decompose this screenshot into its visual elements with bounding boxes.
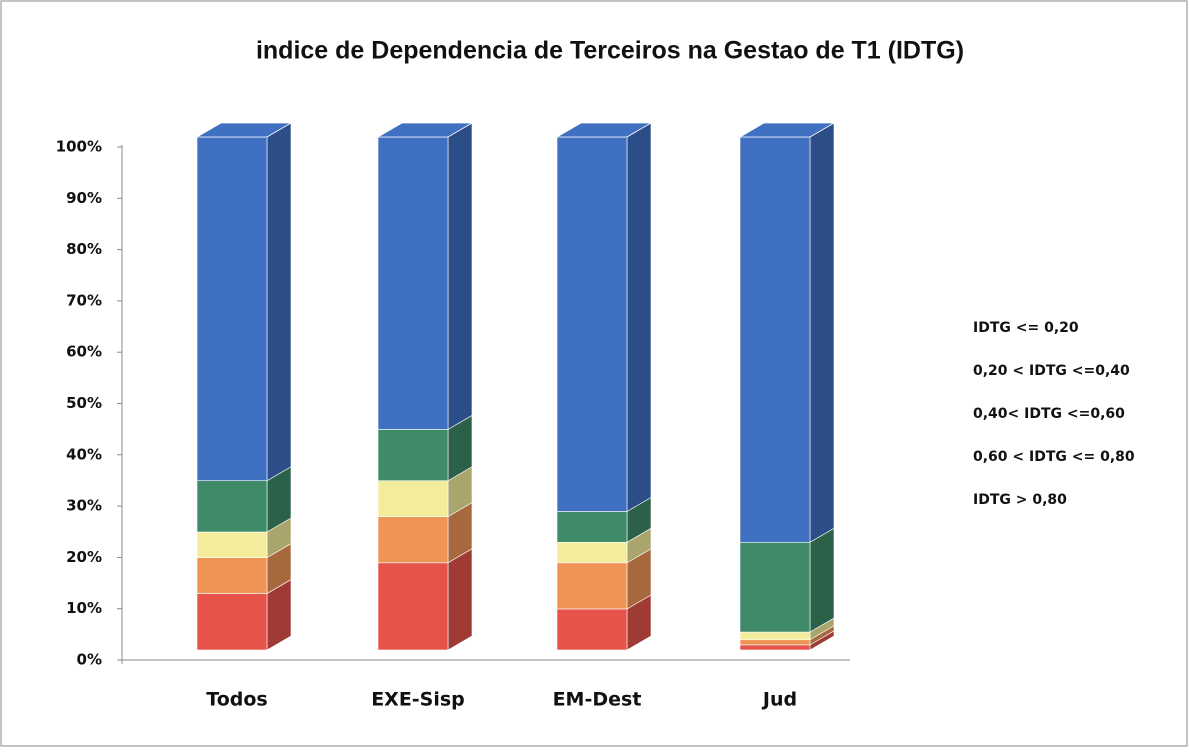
y-tick-label: 60% — [66, 343, 102, 361]
bar-segment — [196, 557, 268, 594]
legend-label: 0,20 < IDTG <=0,40 — [973, 363, 1130, 379]
bar-side — [809, 527, 835, 633]
bar-segment — [739, 639, 811, 646]
bar-segment — [196, 480, 268, 533]
bar-segment — [739, 644, 811, 651]
bar-segment — [556, 562, 628, 610]
bar-segment — [556, 541, 628, 564]
bar-top — [195, 122, 293, 138]
bar-segment — [556, 608, 628, 651]
y-tick-label: 100% — [56, 138, 102, 156]
bar-segment — [739, 136, 811, 543]
x-tick-label: EXE-Sisp — [371, 689, 465, 711]
y-tick-label: 20% — [66, 548, 102, 566]
bar-segment — [377, 516, 449, 564]
bar-segment — [556, 511, 628, 543]
bar-side — [447, 548, 473, 651]
bar-segment — [739, 541, 811, 633]
x-tick-label: EM-Dest — [553, 689, 642, 711]
bar-top — [555, 122, 653, 138]
bar-segment — [739, 631, 811, 641]
bar-top — [738, 122, 836, 138]
bar-side — [266, 122, 292, 482]
legend-label: IDTG <= 0,20 — [973, 320, 1079, 336]
chart-title: indice de Dependencia de Terceiros na Ge… — [256, 37, 964, 65]
y-tick-label: 40% — [66, 445, 102, 463]
bar-segment — [377, 136, 449, 430]
bar-segment — [196, 136, 268, 482]
legend-label: 0,60 < IDTG <= 0,80 — [973, 449, 1135, 465]
bar-side — [447, 122, 473, 430]
bar-side — [809, 122, 835, 543]
legend-label: IDTG > 0,80 — [973, 492, 1067, 508]
y-tick-label: 30% — [66, 497, 102, 515]
bar-segment — [196, 531, 268, 558]
bar-segment — [556, 136, 628, 512]
y-tick-label: 80% — [66, 240, 102, 258]
bar-segment — [377, 480, 449, 517]
y-tick-label: 90% — [66, 189, 102, 207]
y-tick-label: 70% — [66, 291, 102, 309]
bar-segment — [196, 593, 268, 651]
x-tick-label: Todos — [206, 689, 267, 711]
y-tick-label: 0% — [77, 651, 102, 669]
bar-side — [626, 122, 652, 513]
bar-segment — [377, 562, 449, 651]
y-tick-label: 10% — [66, 599, 102, 617]
x-tick-label: Jud — [761, 689, 797, 711]
y-tick-label: 50% — [66, 394, 102, 412]
bar-segment — [377, 429, 449, 482]
bar-top — [376, 122, 474, 138]
legend-label: 0,40< IDTG <=0,60 — [973, 406, 1125, 422]
